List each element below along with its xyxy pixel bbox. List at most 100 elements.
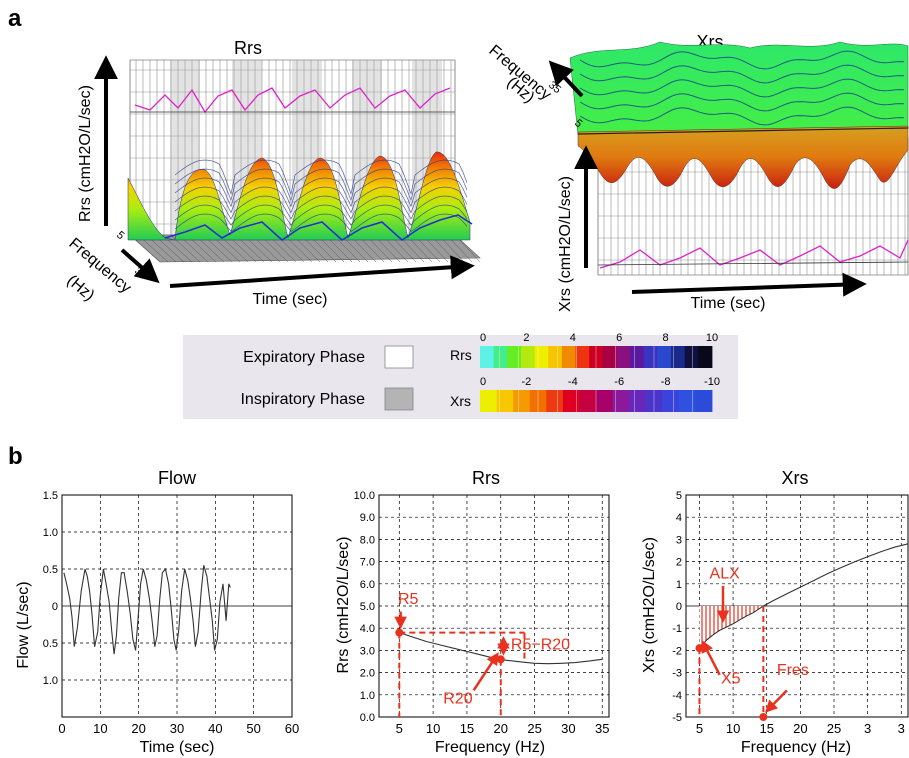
rrs-3d-plot: Rrs Rrs (cmH2O/L/sec) Frequency (Hz) 5 3… [63, 38, 481, 308]
r5-point [395, 628, 404, 637]
flow-chart-ylabel: Flow (L/sec) [15, 581, 32, 668]
x-tick-label: 35 [595, 721, 609, 736]
y-tick-label: 0 [52, 601, 58, 613]
surface-contour-line [579, 50, 905, 70]
r20-label: R20 [443, 691, 472, 708]
surface-contour-line [174, 213, 468, 232]
y-tick-label: 0.0 [360, 712, 375, 724]
colorbar-cell [480, 346, 495, 368]
y-tick-label: -4 [672, 690, 682, 702]
y-tick-label: 0.5 [43, 564, 58, 576]
xrs-time-axis-label: Time (sec) [691, 295, 766, 312]
colorbar-tick-label: -6 [614, 376, 624, 388]
x-tick-label: 30 [170, 721, 184, 736]
series-line [63, 565, 231, 655]
r20-arrow [472, 652, 499, 692]
x-tick-label: 30 [561, 721, 575, 736]
y-tick-label: 9.0 [360, 512, 375, 524]
x-tick-label: 40 [208, 721, 222, 736]
flow-chart: Flow Time (sec) Flow (L/sec) 0 10 20 30 40 50… [15, 468, 299, 756]
x-tick-label: 15 [460, 721, 474, 736]
y-tick-label: 1.5 [43, 490, 58, 502]
colorbar-cell [493, 346, 508, 368]
colorbar-cell [657, 346, 672, 368]
x-tick-label: 20 [793, 721, 807, 736]
xrs-wall-midline [597, 261, 909, 266]
colorbar-tick-label: 0 [480, 332, 486, 344]
y-tick-label: -1 [672, 623, 682, 635]
colorbar-tick-label: 2 [523, 332, 529, 344]
x-tick-label: 20 [494, 721, 508, 736]
xrs-surface-top [569, 41, 909, 136]
legend-xrs-colorbar-label: Xrs [450, 393, 471, 409]
rrs-time-axis [169, 255, 475, 288]
y-tick-label: 1.0 [360, 690, 375, 702]
y-tick-label: -5 [672, 712, 682, 724]
y-tick-label: 3.0 [360, 645, 375, 657]
y-tick-label: 1.0 [43, 675, 58, 687]
y-tick-label: 1.0 [43, 527, 58, 539]
fres-label: Fres [777, 662, 809, 679]
colorbar-cell [671, 346, 686, 368]
colorbar-cell [520, 346, 535, 368]
rrs-time-axis-label: Time (sec) [253, 291, 328, 308]
x-tick-label: 25 [827, 721, 841, 736]
colorbar-cell [630, 346, 645, 368]
surface-contour-line [174, 195, 468, 220]
xrs-3d-plot: Xrs Frequency (Hz) 35 5 Xrs (cmH2O/L/sec… [485, 32, 909, 312]
fres-point [759, 713, 768, 721]
surface-contour-line [174, 168, 468, 202]
colorbar-cell [513, 390, 531, 412]
colorbar-cell [596, 390, 613, 412]
x-tick-label: 60 [285, 721, 299, 736]
alx-area [699, 606, 764, 649]
xrs-chart-ylabel: Xrs (cmH2O/L/sec) [641, 537, 658, 673]
y-tick-label: 5.0 [360, 601, 375, 613]
colorbar-tick-label: -10 [704, 376, 720, 388]
colorbar-tick-label: 6 [616, 332, 622, 344]
y-tick-label: 4 [676, 512, 682, 524]
x-tick-label: 15 [759, 721, 773, 736]
rrs-surface-contours [174, 159, 468, 232]
xrs-depth-axis [548, 60, 584, 98]
y-tick-label: 2.0 [360, 668, 375, 680]
colorbar-tick-label: 4 [570, 332, 576, 344]
x5-point [695, 644, 704, 653]
xrs-top-contours [579, 50, 905, 126]
rrs-surface-edge [164, 214, 473, 242]
surface-contour-line [174, 186, 468, 214]
colorbar-cell [643, 346, 658, 368]
xrs-zero-plane [577, 127, 909, 135]
legend-inspiratory-swatch [384, 387, 414, 411]
rrs-chart-title: Rrs [472, 468, 500, 488]
y-tick-label: 6.0 [360, 579, 375, 591]
colorbar-cell [684, 346, 699, 368]
y-tick-label: 7.0 [360, 557, 375, 569]
y-tick-label: 3 [676, 534, 682, 546]
rrs-chart-ylabel: Rrs (cmH2O/L/sec) [335, 537, 352, 674]
colorbar-tick-label: -8 [661, 376, 671, 388]
panel-b: b Flow Time (sec) Flow (L/sec) 0 10 20 30 40… [8, 443, 909, 756]
x-tick-label: 3 [864, 721, 871, 736]
xrs-chart-title: Xrs [782, 468, 809, 488]
rrs-depth-axis [120, 248, 160, 284]
y-tick-label: 1 [676, 579, 682, 591]
surface-contour-line [579, 64, 905, 84]
fres-arrow [764, 689, 788, 713]
rrs-vertical-axis-label: Rrs (cmH2O/L/sec) [77, 85, 94, 222]
alx-label: ALX [710, 565, 741, 582]
y-tick-label: 8.0 [360, 534, 375, 546]
phase-color-legend: Expiratory Phase Inspiratory Phase Rrs X… [183, 332, 738, 419]
colorbar-cell [698, 346, 713, 368]
colorbar-cell [561, 346, 576, 368]
xrs-wall-trace [599, 239, 909, 269]
panel-a-letter: a [8, 5, 22, 32]
y-tick-label: 10.0 [354, 490, 375, 502]
y-tick-label: 0.5 [43, 638, 58, 650]
xrs-time-axis [631, 272, 867, 297]
xrs-chart-xlabel: Frequency (Hz) [741, 739, 851, 756]
surface-contour-line [174, 177, 468, 208]
surface-contour-line [579, 92, 905, 112]
colorbar-cell [507, 346, 522, 368]
